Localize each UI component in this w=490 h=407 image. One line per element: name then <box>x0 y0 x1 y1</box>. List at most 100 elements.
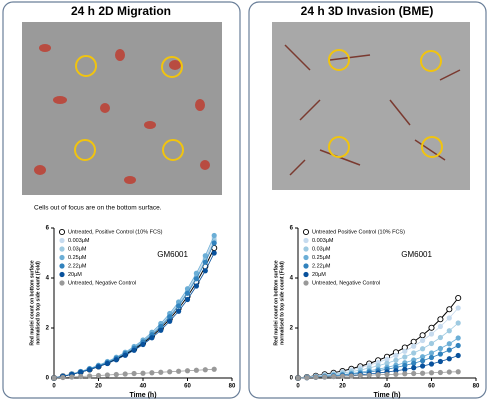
data-point <box>96 373 101 378</box>
data-point <box>420 358 425 363</box>
data-point <box>438 359 443 364</box>
legend-label: 20μM <box>312 272 326 278</box>
legend-label: 0.25μM <box>312 255 331 261</box>
panel-title: 24 h 3D Invasion (BME) <box>301 4 434 18</box>
cell <box>195 99 205 111</box>
data-point <box>456 369 461 374</box>
data-point <box>411 350 416 355</box>
data-point <box>447 307 452 312</box>
cell <box>39 44 51 52</box>
page: 24 h 2D Migration 24 h 3D Invasion (BME)… <box>0 0 490 402</box>
data-point <box>420 338 425 343</box>
data-point <box>176 309 181 314</box>
data-point <box>456 320 461 325</box>
data-point <box>132 371 137 376</box>
data-point <box>429 331 434 336</box>
legend-marker <box>303 263 308 268</box>
x-tick-label: 80 <box>473 384 480 390</box>
data-point <box>203 268 208 273</box>
data-point <box>158 370 163 375</box>
x-tick-label: 40 <box>140 384 147 390</box>
legend-label: 2.22μM <box>312 263 331 269</box>
data-point <box>429 355 434 360</box>
legend-label: 0.03μM <box>68 246 87 252</box>
data-point <box>51 375 56 380</box>
data-point <box>376 372 381 377</box>
x-axis-title: Time (h) <box>373 392 400 399</box>
data-point <box>420 333 425 338</box>
legend-marker <box>59 263 64 268</box>
legend-label: Untreated, Negative Control <box>312 280 380 286</box>
legend-marker <box>59 238 64 243</box>
data-point <box>402 354 407 359</box>
data-point <box>447 341 452 346</box>
data-point <box>78 374 83 379</box>
data-point <box>340 374 345 379</box>
cell <box>144 121 156 129</box>
data-point <box>313 375 318 380</box>
legend-marker <box>59 246 64 251</box>
data-point <box>447 347 452 352</box>
data-point <box>393 358 398 363</box>
data-point <box>438 351 443 356</box>
data-point <box>456 353 461 358</box>
data-point <box>456 335 461 340</box>
cell <box>100 103 110 113</box>
legend-marker <box>59 280 64 285</box>
legend-marker <box>303 246 308 251</box>
x-tick-label: 80 <box>229 384 236 390</box>
legend-marker <box>59 229 64 234</box>
data-point <box>87 367 92 372</box>
x-tick-label: 40 <box>384 384 391 390</box>
data-point <box>429 370 434 375</box>
image-caption: Cells out of focus are on the bottom sur… <box>34 205 162 212</box>
data-point <box>438 317 443 322</box>
data-point <box>176 303 181 308</box>
legend-marker <box>303 238 308 243</box>
data-point <box>429 350 434 355</box>
data-point <box>167 314 172 319</box>
micrograph <box>22 22 222 195</box>
data-point <box>185 291 190 296</box>
data-point <box>123 371 128 376</box>
y-axis-title: normalised to top side count (Fold) <box>35 261 41 345</box>
data-point <box>203 367 208 372</box>
cell <box>34 165 46 175</box>
data-point <box>194 276 199 281</box>
x-axis-title: Time (h) <box>129 392 156 399</box>
micrograph <box>272 22 470 190</box>
data-point <box>105 361 110 366</box>
data-point <box>132 348 137 353</box>
data-point <box>384 372 389 377</box>
data-point <box>194 368 199 373</box>
data-point <box>167 369 172 374</box>
data-point <box>114 372 119 377</box>
data-point <box>212 240 217 245</box>
data-point <box>358 373 363 378</box>
legend-label: 0.03μM <box>312 246 331 252</box>
data-point <box>295 375 300 380</box>
data-point <box>456 295 461 300</box>
legend-label: 2.22μM <box>68 263 87 269</box>
data-point <box>447 356 452 361</box>
data-point <box>212 250 217 255</box>
data-point <box>393 353 398 358</box>
data-point <box>185 368 190 373</box>
data-point <box>158 328 163 333</box>
x-tick-label: 60 <box>184 384 191 390</box>
data-point <box>331 374 336 379</box>
legend-marker <box>59 255 64 260</box>
data-point <box>167 319 172 324</box>
legend-marker <box>59 272 64 277</box>
legend-marker <box>303 272 308 277</box>
data-point <box>420 371 425 376</box>
legend-label: Untreated Positive Control (10% FCS) <box>312 229 405 235</box>
data-point <box>96 364 101 369</box>
data-point <box>203 260 208 265</box>
data-point <box>411 371 416 376</box>
legend-label: 0.25μM <box>68 255 87 261</box>
data-point <box>411 344 416 349</box>
data-point <box>69 374 74 379</box>
legend-label: 0.003μM <box>68 238 90 244</box>
figure: 24 h 2D Migration 24 h 3D Invasion (BME)… <box>0 0 490 402</box>
